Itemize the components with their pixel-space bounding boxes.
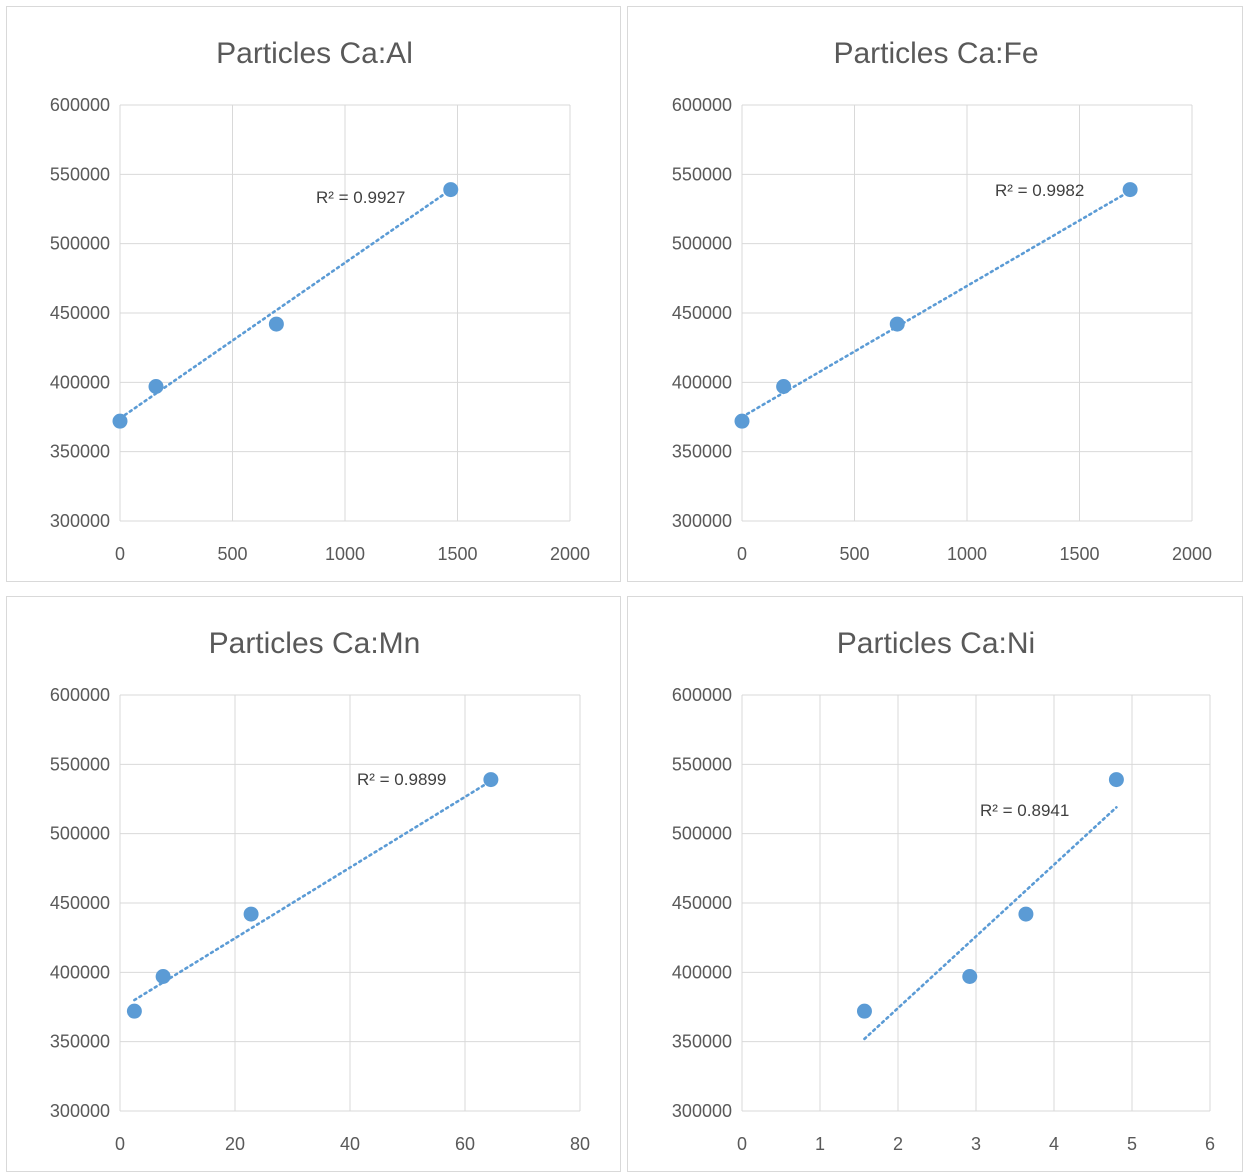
y-tick-label: 400000 (50, 962, 110, 982)
y-tick-label: 600000 (672, 95, 732, 115)
x-tick-label: 3 (971, 1134, 981, 1154)
x-tick-label: 1 (815, 1134, 825, 1154)
r-squared-label: R² = 0.9927 (316, 188, 405, 207)
data-point (243, 906, 259, 922)
x-tick-label: 0 (737, 1134, 747, 1154)
data-point (268, 316, 284, 332)
x-tick-label: 4 (1049, 1134, 1059, 1154)
y-tick-label: 550000 (50, 754, 110, 774)
y-tick-label: 500000 (50, 234, 110, 254)
data-point (483, 772, 499, 788)
data-point (1122, 182, 1138, 198)
r-squared-label: R² = 0.8941 (980, 801, 1069, 820)
y-tick-label: 550000 (672, 754, 732, 774)
scatter-chart: Particles Ca:Mn 300000 350000 400000 450000 5… (50, 627, 590, 1154)
data-point (889, 316, 905, 332)
y-tick-label: 350000 (672, 442, 732, 462)
chart-panel-ca-fe: Particles Ca:Fe 300000 350000 400000 450000 5… (627, 6, 1243, 582)
chart-panel-ca-ni: Particles Ca:Ni 300000 350000 400000 450000 5… (627, 596, 1243, 1172)
y-tick-label: 350000 (50, 442, 110, 462)
x-tick-label: 2000 (1172, 544, 1212, 564)
chart-panel-ca-al: Particles Ca:Al 300000 350000 400000 450000 5… (6, 6, 621, 582)
data-point (962, 968, 978, 984)
x-tick-label: 500 (839, 544, 869, 564)
data-point (148, 378, 164, 394)
y-tick-label: 600000 (50, 95, 110, 115)
x-tick-label: 1500 (437, 544, 477, 564)
data-point (776, 378, 792, 394)
x-tick-label: 1000 (947, 544, 987, 564)
y-tick-label: 400000 (50, 372, 110, 392)
chart-title: Particles Ca:Fe (833, 37, 1038, 70)
x-tick-label: 0 (737, 544, 747, 564)
y-tick-label: 450000 (672, 303, 732, 323)
x-tick-label: 2000 (550, 544, 590, 564)
y-tick-label: 450000 (50, 893, 110, 913)
y-tick-label: 600000 (50, 685, 110, 705)
y-tick-label: 600000 (672, 685, 732, 705)
data-point (734, 413, 750, 429)
data-point (1018, 906, 1034, 922)
y-tick-label: 500000 (672, 824, 732, 844)
x-tick-label: 60 (455, 1134, 475, 1154)
chart-title: Particles Ca:Ni (837, 627, 1035, 660)
scatter-chart: Particles Ca:Fe 300000 350000 400000 450000 5… (672, 37, 1212, 564)
data-point (112, 413, 128, 429)
y-tick-label: 450000 (672, 893, 732, 913)
chart-title: Particles Ca:Al (216, 37, 413, 70)
x-tick-label: 20 (225, 1134, 245, 1154)
scatter-chart: Particles Ca:Ni 300000 350000 400000 450000 5… (672, 627, 1215, 1154)
y-tick-label: 350000 (672, 1032, 732, 1052)
chart-panel-ca-mn: Particles Ca:Mn 300000 350000 400000 450000 5… (6, 596, 621, 1172)
x-tick-label: 1500 (1059, 544, 1099, 564)
x-tick-label: 0 (115, 544, 125, 564)
data-point (155, 968, 171, 984)
y-tick-label: 300000 (50, 511, 110, 531)
trendline (863, 806, 1118, 1041)
x-tick-label: 80 (570, 1134, 590, 1154)
y-tick-label: 500000 (50, 824, 110, 844)
x-tick-label: 40 (340, 1134, 360, 1154)
y-tick-label: 450000 (50, 303, 110, 323)
scatter-chart: Particles Ca:Al 300000 350000 400000 450000 5… (50, 37, 590, 564)
x-tick-label: 0 (115, 1134, 125, 1154)
x-tick-label: 500 (217, 544, 247, 564)
y-tick-label: 500000 (672, 234, 732, 254)
y-tick-label: 300000 (50, 1101, 110, 1121)
r-squared-label: R² = 0.9899 (357, 770, 446, 789)
data-point (443, 182, 459, 198)
y-tick-label: 300000 (672, 1101, 732, 1121)
data-point (1108, 772, 1124, 788)
r-squared-label: R² = 0.9982 (995, 181, 1084, 200)
x-tick-label: 5 (1127, 1134, 1137, 1154)
y-tick-label: 300000 (672, 511, 732, 531)
chart-title: Particles Ca:Mn (209, 627, 421, 660)
x-tick-label: 1000 (325, 544, 365, 564)
trendline (740, 189, 1132, 419)
y-tick-label: 350000 (50, 1032, 110, 1052)
trendline (118, 188, 453, 420)
data-point (126, 1003, 142, 1019)
y-tick-label: 550000 (50, 164, 110, 184)
y-tick-label: 400000 (672, 372, 732, 392)
x-tick-label: 2 (893, 1134, 903, 1154)
data-point (856, 1003, 872, 1019)
y-tick-label: 550000 (672, 164, 732, 184)
x-tick-label: 6 (1205, 1134, 1215, 1154)
y-tick-label: 400000 (672, 962, 732, 982)
trendline (133, 779, 493, 1002)
